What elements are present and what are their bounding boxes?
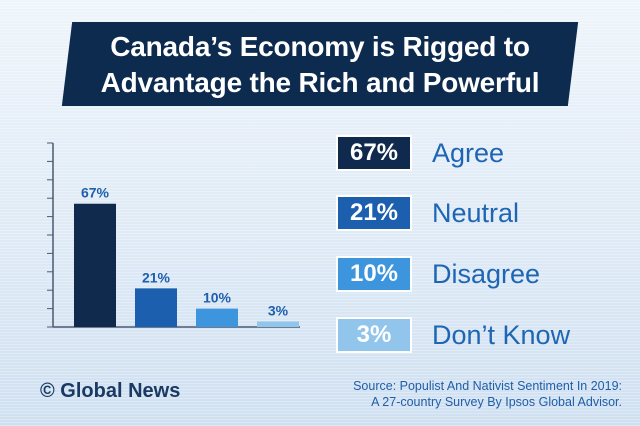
legend-value-disagree: 10% [336, 256, 412, 292]
legend-label-neutral: Neutral [432, 197, 520, 228]
legend-item-neutral: 21% Neutral [336, 195, 519, 231]
title-line-2: Advantage the Rich and Powerful [100, 67, 540, 98]
legend-item-dont-know: 3% Don’t Know [336, 317, 570, 353]
bar-dont-know [257, 321, 299, 327]
legend-label-dont-know: Don’t Know [432, 319, 571, 350]
bar-value-label: 21% [142, 269, 171, 285]
bar-value-label: 67% [81, 185, 110, 201]
bar-value-label: 10% [203, 290, 232, 306]
source-line-2: A 27-country Survey By Ipsos Global Advi… [371, 395, 622, 409]
global-news-logo: © Global News [40, 380, 181, 402]
legend-value-dont-know: 3% [336, 317, 412, 353]
bar-chart: 67% 21% 10% 3% [47, 142, 300, 328]
bar-disagree [196, 308, 238, 327]
legend-label-agree: Agree [432, 137, 505, 168]
legend-item-disagree: 10% Disagree [336, 256, 540, 292]
legend-item-agree: 67% Agree [336, 135, 504, 171]
legend-value-neutral: 21% [336, 195, 412, 231]
source-line-1: Source: Populist And Nativist Sentiment … [353, 379, 622, 393]
bar-value-label: 3% [268, 302, 289, 318]
bar-agree [74, 203, 116, 327]
chart-title: Canada’s Economy is Rigged to Advantage … [62, 27, 578, 103]
bar-neutral [135, 288, 177, 327]
legend-label-disagree: Disagree [432, 258, 541, 289]
source-note: Source: Populist And Nativist Sentiment … [322, 378, 622, 410]
title-line-1: Canada’s Economy is Rigged to [110, 31, 530, 62]
legend-value-agree: 67% [336, 135, 412, 171]
